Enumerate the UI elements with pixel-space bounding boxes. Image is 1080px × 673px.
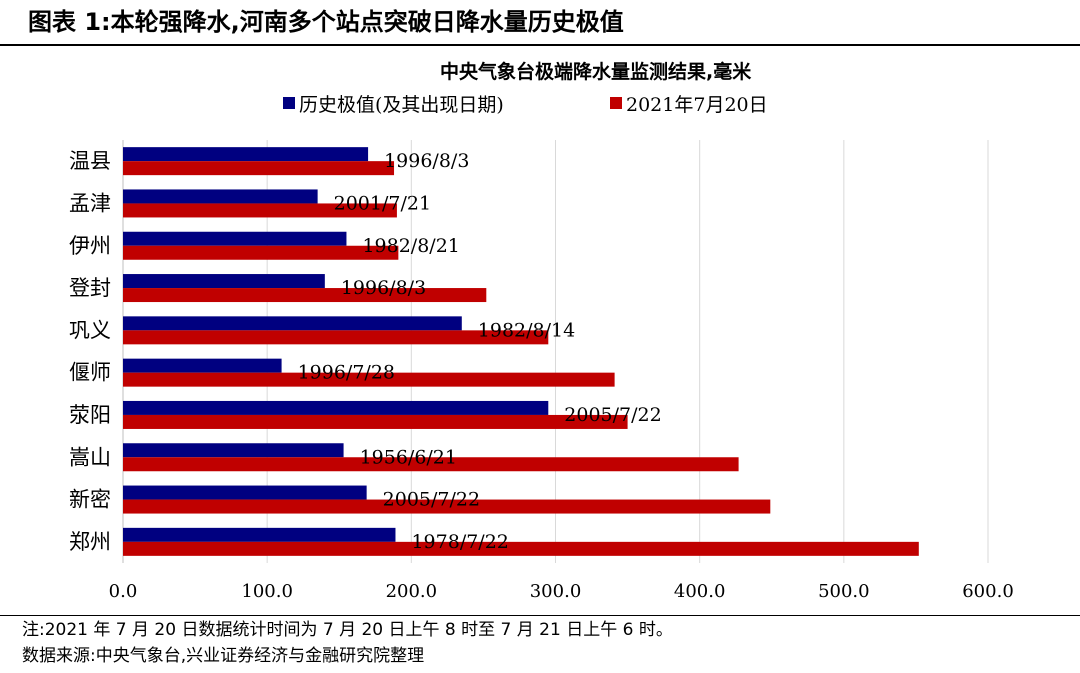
bar-2021 [123,330,549,345]
bar-2021 [123,288,487,303]
bar-history [123,527,396,542]
source-text: 数据来源:中央气象台,兴业证券经济与金融研究院整理 [22,646,425,666]
category-label: 新密 [69,488,111,512]
legend-label-2021: 2021年7月20日 [626,93,768,116]
category-label: 荥阳 [69,403,111,427]
data-label-date: 2005/7/22 [383,489,480,511]
footer-divider [0,615,1080,616]
category-label: 孟津 [69,191,111,215]
bar-2021 [123,414,628,429]
legend-item-history: 历史极值(及其出现日期) [283,90,504,116]
category-label: 偃师 [69,361,111,385]
bar-history [123,358,282,373]
data-label-date: 1956/6/21 [360,446,457,468]
legend-swatch-history [283,97,295,109]
category-label: 嵩山 [69,445,111,469]
category-label: 伊州 [69,234,111,258]
category-label: 巩义 [69,318,111,342]
legend-swatch-2021 [610,97,622,109]
data-label-date: 1996/7/28 [298,362,395,384]
bar-2021 [123,203,397,218]
bar-2021 [123,499,771,514]
category-label: 郑州 [69,530,111,554]
bar-history [123,189,318,204]
legend-label-history: 历史极值(及其出现日期) [299,93,504,116]
category-label: 登封 [69,276,111,300]
x-tick-label: 400.0 [674,581,726,602]
bar-2021 [123,245,399,260]
title-divider [0,44,1080,46]
bar-history [123,316,462,331]
data-label-date: 2001/7/21 [334,192,431,214]
data-label-date: 2005/7/22 [564,404,661,426]
bar-history [123,485,367,500]
bar-chart: 温县 1996/8/3 孟津 2001/7/21 伊州 1982/8/21 登封 1996/8… [69,140,1014,602]
bar-history [123,231,347,246]
legend-item-2021: 2021年7月20日 [610,90,768,116]
bar-history [123,400,549,415]
bar-history [123,443,344,458]
chart-title: 中央气象台极端降水量监测结果,毫米 [440,61,752,83]
bar-2021 [123,457,739,472]
x-tick-label: 200.0 [386,581,438,602]
data-label-date: 1978/7/22 [411,531,508,553]
bar-history [123,274,325,289]
data-label-date: 1996/8/3 [384,150,469,172]
x-tick-label: 300.0 [530,581,582,602]
data-label-date: 1982/8/14 [478,319,575,341]
category-label: 温县 [69,149,111,173]
bar-2021 [123,372,615,387]
bar-2021 [123,161,395,176]
x-tick-label: 100.0 [241,581,293,602]
x-tick-label: 500.0 [818,581,870,602]
bar-history [123,147,369,162]
data-label-date: 1996/8/3 [341,277,426,299]
x-tick-label: 600.0 [962,581,1014,602]
note-text: 注:2021 年 7 月 20 日数据统计时间为 7 月 20 日上午 8 时至… [22,620,673,640]
x-tick-label: 0.0 [109,581,138,602]
data-label-date: 1982/8/21 [362,235,459,257]
figure-title: 图表 1:本轮强降水,河南多个站点突破日降水量历史极值 [28,8,624,36]
bar-2021 [123,541,919,556]
